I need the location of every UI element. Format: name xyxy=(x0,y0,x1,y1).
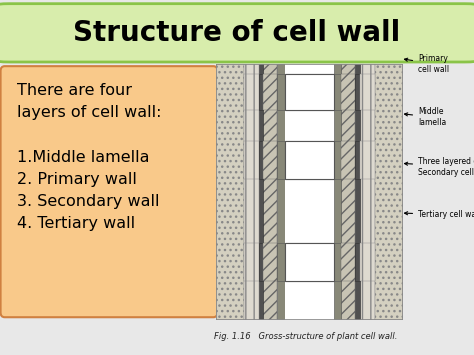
Bar xyxy=(277,141,285,179)
Bar xyxy=(285,74,334,110)
Bar xyxy=(277,64,285,320)
Bar xyxy=(264,64,277,320)
Text: Three layered cell wall
Secondary cell wall: Three layered cell wall Secondary cell w… xyxy=(404,157,474,176)
Bar xyxy=(341,64,355,320)
Bar xyxy=(334,243,341,281)
Text: Tertiary cell wall: Tertiary cell wall xyxy=(404,210,474,219)
Bar xyxy=(360,141,375,179)
Bar xyxy=(285,243,334,281)
Bar xyxy=(264,74,277,110)
FancyBboxPatch shape xyxy=(0,4,474,62)
Bar xyxy=(259,141,264,179)
Bar xyxy=(360,74,375,110)
Text: Middle
lamella: Middle lamella xyxy=(404,108,447,127)
Bar xyxy=(334,64,341,320)
Bar xyxy=(285,243,334,281)
Bar xyxy=(244,141,259,179)
Text: Structure of cell wall: Structure of cell wall xyxy=(73,19,401,47)
Bar xyxy=(341,243,355,281)
Text: There are four
layers of cell wall:

1.Middle lamella
2. Primary wall
3. Seconda: There are four layers of cell wall: 1.Mi… xyxy=(17,83,162,231)
Bar xyxy=(355,141,360,179)
Bar xyxy=(285,74,334,110)
Bar xyxy=(285,64,334,320)
Bar xyxy=(277,74,285,110)
Bar xyxy=(334,141,341,179)
Bar xyxy=(264,243,277,281)
Bar xyxy=(360,64,375,320)
Bar xyxy=(285,141,334,179)
Bar xyxy=(334,74,341,110)
Bar xyxy=(216,64,244,320)
Text: Fig. 1.16   Gross-structure of plant cell wall.: Fig. 1.16 Gross-structure of plant cell … xyxy=(214,332,397,341)
Bar xyxy=(341,74,355,110)
Bar xyxy=(259,243,264,281)
Bar xyxy=(264,141,277,179)
Bar xyxy=(259,64,264,320)
FancyBboxPatch shape xyxy=(0,66,218,317)
Bar xyxy=(355,74,360,110)
Bar xyxy=(244,243,259,281)
Bar xyxy=(355,243,360,281)
Text: Primary
cell wall: Primary cell wall xyxy=(404,54,449,73)
Bar xyxy=(285,141,334,179)
Bar xyxy=(277,243,285,281)
Bar xyxy=(244,64,259,320)
Bar xyxy=(355,64,360,320)
Bar xyxy=(375,64,403,320)
Bar xyxy=(360,243,375,281)
Bar xyxy=(244,74,259,110)
Bar xyxy=(259,74,264,110)
Bar xyxy=(341,141,355,179)
